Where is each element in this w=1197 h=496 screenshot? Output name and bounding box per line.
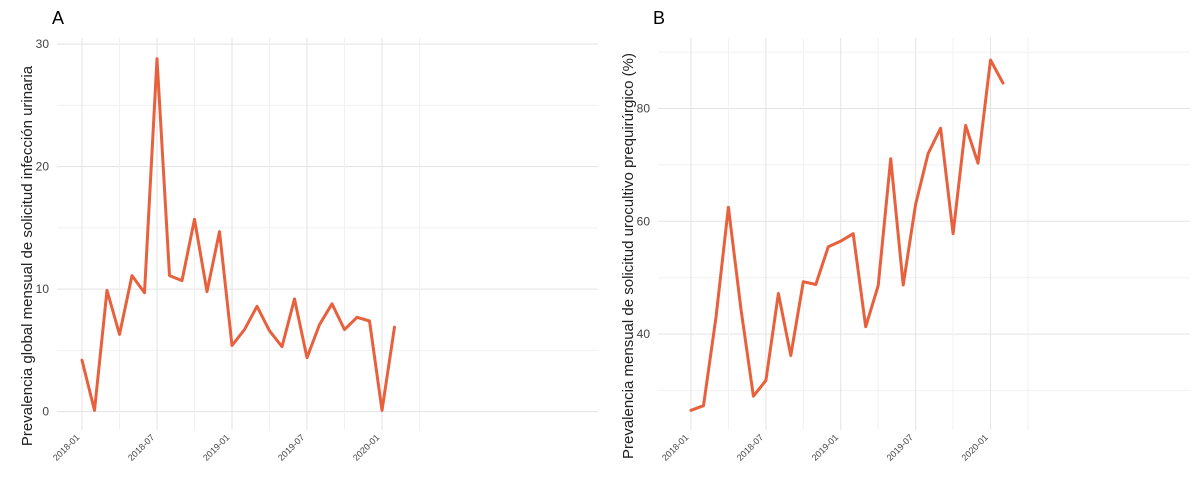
panel-a-series xyxy=(80,57,396,412)
panel-b-y-axis-label: Prevalencia mensual de solicitud urocult… xyxy=(620,53,637,459)
data-point xyxy=(914,203,917,206)
data-point xyxy=(739,307,742,310)
x-tick-label: 2019-07 xyxy=(885,432,915,462)
data-point xyxy=(764,379,767,382)
data-point xyxy=(1002,82,1005,85)
panel-a-ticks: 0 10 20 30 2018-01 2018-07 2019-01 2019-07 2020-… xyxy=(36,37,382,463)
data-point xyxy=(939,127,942,130)
data-point xyxy=(143,291,146,294)
panel-a-label: A xyxy=(52,8,64,28)
y-tick-label: 20 xyxy=(36,160,50,174)
data-point xyxy=(243,328,246,331)
panel-b-ticks: 40 60 80 2018-01 2018-07 2019-01 2019-07 2020-0… xyxy=(637,102,990,463)
data-point xyxy=(181,279,184,282)
data-point xyxy=(306,356,309,359)
x-tick-label: 2019-07 xyxy=(276,432,306,462)
data-point xyxy=(702,404,705,407)
panel-b-series xyxy=(689,58,1005,412)
data-point xyxy=(231,344,234,347)
data-point xyxy=(381,409,384,412)
data-point xyxy=(81,359,84,362)
data-point xyxy=(206,290,209,293)
data-point xyxy=(268,329,271,332)
data-point xyxy=(802,280,805,283)
data-point xyxy=(727,206,730,209)
data-point xyxy=(752,395,755,398)
y-tick-label: 60 xyxy=(637,214,651,228)
data-point xyxy=(839,240,842,243)
data-point xyxy=(393,326,396,329)
x-tick-label: 2019-01 xyxy=(201,432,231,462)
y-tick-label: 10 xyxy=(36,282,50,296)
data-point xyxy=(256,305,259,308)
data-point xyxy=(952,232,955,235)
series-line xyxy=(80,57,396,412)
data-point xyxy=(331,302,334,305)
data-point xyxy=(168,274,171,277)
data-point xyxy=(356,316,359,319)
y-tick-label: 30 xyxy=(36,37,50,51)
data-point xyxy=(777,292,780,295)
data-point xyxy=(789,354,792,357)
y-tick-label: 80 xyxy=(637,102,651,116)
data-point xyxy=(877,284,880,287)
data-point xyxy=(193,218,196,221)
x-tick-label: 2020-01 xyxy=(351,432,381,462)
x-tick-label: 2018-07 xyxy=(735,432,765,462)
data-point xyxy=(293,297,296,300)
data-point xyxy=(827,245,830,248)
y-tick-label: 40 xyxy=(637,327,651,341)
x-tick-label: 2018-01 xyxy=(51,432,81,462)
data-point xyxy=(156,57,159,60)
data-point xyxy=(690,409,693,412)
panel-b-grid xyxy=(658,38,1190,430)
data-point xyxy=(989,58,992,61)
data-point xyxy=(977,162,980,165)
panel-b: B Prevalencia mensual de solicitud urocu… xyxy=(620,8,1190,463)
data-point xyxy=(889,157,892,160)
series-line xyxy=(689,58,1005,412)
data-point xyxy=(714,316,717,319)
data-point xyxy=(343,328,346,331)
panel-a: A Prevalencia global mensual de solicitu… xyxy=(19,8,598,463)
data-point xyxy=(118,333,121,336)
y-tick-label: 0 xyxy=(42,405,49,419)
x-tick-label: 2019-01 xyxy=(810,432,840,462)
panel-a-grid xyxy=(57,38,598,430)
panel-b-label: B xyxy=(653,8,665,28)
data-point xyxy=(318,323,321,326)
data-point xyxy=(218,230,221,233)
x-tick-label: 2020-01 xyxy=(960,432,990,462)
data-point xyxy=(131,274,134,277)
x-tick-label: 2018-07 xyxy=(126,432,156,462)
x-tick-label: 2018-01 xyxy=(660,432,690,462)
data-point xyxy=(964,124,967,127)
data-point xyxy=(281,345,284,348)
data-point xyxy=(927,152,930,155)
data-point xyxy=(864,325,867,328)
data-point xyxy=(106,289,109,292)
data-point xyxy=(852,232,855,235)
data-point xyxy=(902,284,905,287)
panel-a-y-axis-label: Prevalencia global mensual de solicitud … xyxy=(19,65,36,446)
data-point xyxy=(93,409,96,412)
data-point xyxy=(368,319,371,322)
data-point xyxy=(814,283,817,286)
